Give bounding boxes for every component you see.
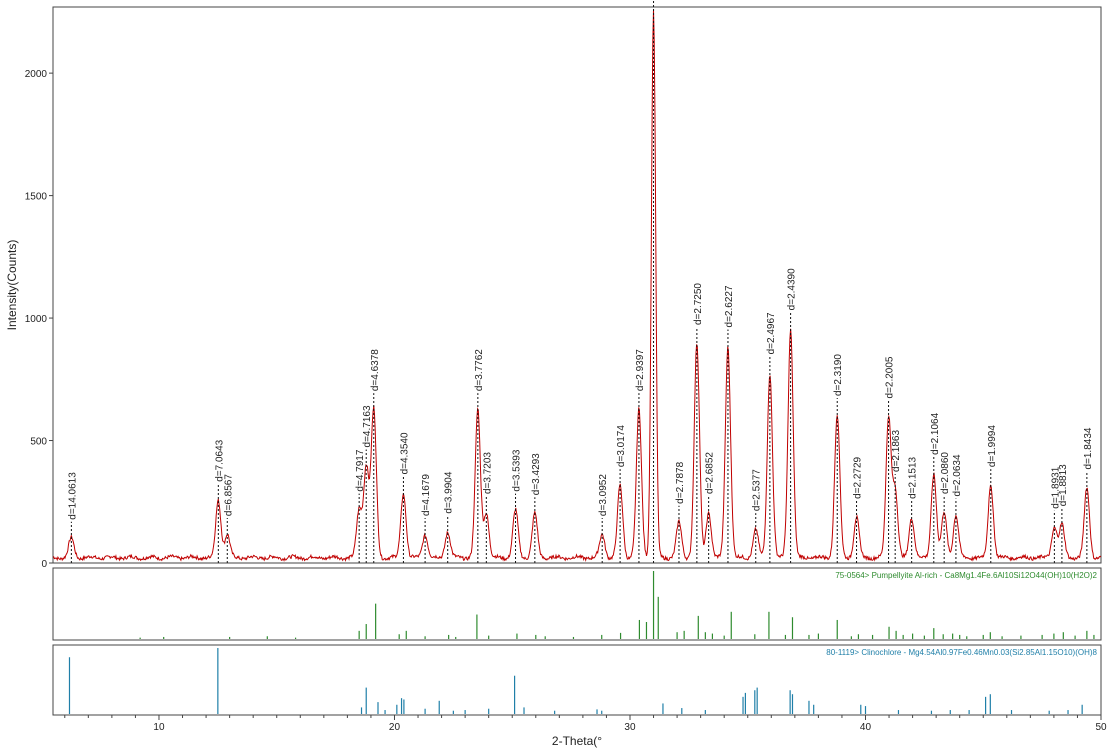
peak-d-label: d=3.9904 — [444, 471, 455, 513]
peak-d-label: d=1.8931 — [1050, 466, 1061, 508]
peak-d-label: d=2.7250 — [693, 283, 704, 325]
peak-d-label: d=2.1064 — [930, 412, 941, 454]
peak-d-label: d=2.4967 — [766, 312, 777, 354]
peak-d-label: d=2.0860 — [940, 452, 951, 494]
peak-d-label: d=2.2729 — [853, 456, 864, 498]
peak-d-label: d=2.9397 — [635, 349, 646, 391]
peak-d-label: d=3.7203 — [482, 452, 493, 494]
peak-d-label: d=2.2005 — [885, 356, 896, 398]
peak-d-label: d=2.5377 — [752, 469, 763, 511]
y-tick-label: 2000 — [25, 69, 48, 80]
x-axis-label: 2-Theta(° — [552, 734, 602, 748]
peak-d-label: d=14.0613 — [67, 472, 78, 520]
peak-d-label: d=4.7917 — [355, 449, 366, 491]
peak-d-label: d=4.7163 — [362, 405, 373, 447]
y-tick-label: 500 — [30, 437, 47, 448]
x-tick-label: 50 — [1095, 722, 1107, 733]
y-axis-label: Intensity(Counts) — [5, 240, 19, 331]
x-tick-label: 40 — [860, 722, 872, 733]
peak-d-label: d=3.0174 — [616, 425, 627, 467]
peak-d-label: d=2.6227 — [724, 285, 735, 327]
peak-d-label: d=4.3540 — [399, 432, 410, 474]
peak-d-label: d=2.1863 — [891, 430, 902, 472]
peak-d-label: d=3.5393 — [512, 449, 523, 491]
peak-d-label: d=1.8813 — [1058, 464, 1069, 506]
peak-d-label: d=2.1513 — [908, 456, 919, 498]
peak-d-label: d=1.9994 — [987, 425, 998, 467]
peak-d-label: d=3.0952 — [598, 474, 609, 516]
peak-d-label: d=3.7762 — [474, 349, 485, 391]
peak-d-label: d=3.4293 — [531, 453, 542, 495]
x-tick-label: 10 — [153, 722, 165, 733]
y-tick-label: 1500 — [25, 192, 48, 203]
x-tick-label: 30 — [624, 722, 636, 733]
peak-d-label: d=2.0634 — [952, 454, 963, 496]
peak-d-label: d=6.8567 — [223, 474, 234, 516]
pumpellyite-panel-frame — [52, 567, 1102, 641]
peak-d-label: d=4.6378 — [370, 349, 381, 391]
clinochlore-panel-frame — [52, 644, 1102, 716]
peak-d-label: d=7.0643 — [214, 439, 225, 481]
x-tick-label: 20 — [389, 722, 401, 733]
y-tick-label: 1000 — [25, 314, 48, 325]
y-tick-label: 0 — [41, 559, 47, 570]
peak-d-label: d=2.7878 — [675, 461, 686, 503]
reference-label: 75-0564> Pumpellyite Al-rich - Ca8Mg1.4F… — [835, 571, 1097, 580]
peak-d-label: d=4.1679 — [421, 474, 432, 516]
peak-d-label: d=2.6852 — [705, 452, 716, 494]
peak-d-label: d=1.8434 — [1083, 427, 1094, 469]
peak-d-label: d=2.3190 — [833, 354, 844, 396]
peak-d-label: d=2.4390 — [787, 268, 798, 310]
xrd-pattern-line — [52, 9, 1102, 563]
reference-label: 80-1119> Clinochlore - Mg4.54Al0.97Fe0.4… — [826, 648, 1097, 657]
main-plot-frame — [52, 6, 1102, 564]
